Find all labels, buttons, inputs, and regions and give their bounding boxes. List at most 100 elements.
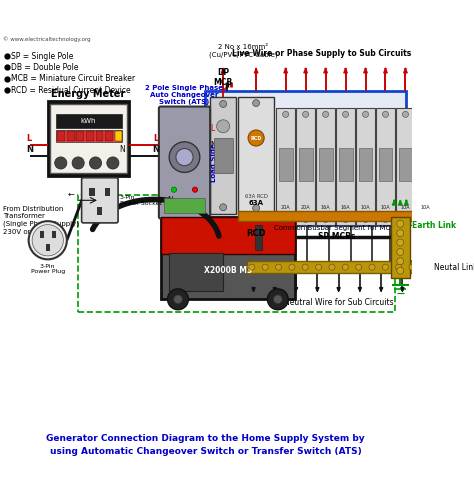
Circle shape: [369, 264, 375, 270]
Text: X2000B M3: X2000B M3: [204, 266, 252, 275]
Bar: [399, 148, 412, 181]
Text: RCD: RCD: [250, 136, 262, 141]
Circle shape: [262, 264, 268, 270]
Bar: [90, 188, 95, 196]
Text: Neutal Link: Neutal Link: [434, 263, 474, 272]
Circle shape: [283, 111, 289, 117]
Bar: [97, 207, 102, 215]
Bar: [161, 217, 295, 299]
Bar: [338, 148, 353, 181]
Circle shape: [249, 264, 255, 270]
Text: 2 Pole Single Phase
Auto Changeover
Switch (ATS): 2 Pole Single Phase Auto Changeover Swit…: [146, 85, 224, 105]
Circle shape: [402, 111, 409, 117]
Text: 63A RCD: 63A RCD: [245, 193, 267, 199]
Circle shape: [172, 187, 177, 192]
Circle shape: [107, 157, 119, 169]
Bar: [210, 97, 236, 214]
Circle shape: [169, 142, 200, 172]
Text: kWh: kWh: [81, 118, 96, 124]
Circle shape: [397, 267, 404, 274]
Text: 16A: 16A: [341, 205, 350, 210]
Text: 10A: 10A: [381, 205, 390, 210]
Circle shape: [343, 111, 348, 117]
Text: ←: ←: [68, 189, 75, 199]
Circle shape: [329, 264, 335, 270]
FancyBboxPatch shape: [159, 106, 210, 219]
Circle shape: [253, 99, 260, 106]
Circle shape: [356, 264, 362, 270]
Circle shape: [302, 216, 309, 223]
Text: 3-Pin
Power Plug: 3-Pin Power Plug: [31, 264, 65, 274]
Text: N: N: [26, 145, 33, 154]
Circle shape: [322, 216, 328, 223]
Circle shape: [397, 220, 404, 227]
Bar: [205, 91, 406, 226]
Circle shape: [302, 111, 309, 117]
Circle shape: [316, 264, 322, 270]
Circle shape: [275, 264, 282, 270]
Bar: [57, 131, 65, 141]
Circle shape: [173, 295, 182, 304]
Bar: [419, 148, 432, 181]
Circle shape: [28, 221, 67, 259]
Bar: [76, 131, 84, 141]
Bar: [379, 148, 392, 181]
Bar: [356, 108, 375, 226]
Text: Live Wire or Phase Supply to Sub Circuits: Live Wire or Phase Supply to Sub Circuit…: [232, 49, 411, 58]
Circle shape: [192, 187, 198, 192]
Bar: [52, 231, 56, 238]
Text: 10A: 10A: [401, 205, 410, 210]
Bar: [78, 195, 395, 312]
Bar: [164, 198, 205, 213]
FancyBboxPatch shape: [82, 178, 118, 223]
Text: N: N: [168, 196, 173, 205]
Circle shape: [383, 216, 389, 223]
Text: L: L: [168, 219, 172, 228]
Bar: [336, 108, 355, 226]
Text: 20A: 20A: [281, 205, 291, 210]
Text: Generator Connection Diagram to the Home Supply System by
using Automatic Change: Generator Connection Diagram to the Home…: [46, 434, 365, 456]
Text: L: L: [210, 124, 214, 133]
Circle shape: [402, 216, 409, 223]
Circle shape: [342, 264, 348, 270]
Bar: [391, 217, 410, 278]
Circle shape: [397, 239, 404, 246]
Circle shape: [289, 264, 295, 270]
Circle shape: [396, 264, 402, 270]
Text: © www.electricaltechnology.org: © www.electricaltechnology.org: [3, 36, 91, 42]
Text: Common Busbar Segment for MCBs: Common Busbar Segment for MCBs: [274, 225, 399, 231]
Text: Neutral Wire for Sub Circuits: Neutral Wire for Sub Circuits: [284, 298, 393, 307]
Circle shape: [72, 157, 84, 169]
Circle shape: [267, 289, 288, 310]
Text: L: L: [221, 124, 225, 133]
Text: 3-Pin
Power Socket: 3-Pin Power Socket: [120, 195, 162, 206]
Text: N: N: [210, 141, 216, 150]
Text: 10A: 10A: [420, 205, 430, 210]
Circle shape: [363, 111, 369, 117]
Circle shape: [383, 111, 389, 117]
Circle shape: [283, 216, 289, 223]
Bar: [316, 108, 335, 226]
Circle shape: [383, 264, 388, 270]
Bar: [46, 244, 50, 250]
Circle shape: [253, 205, 260, 212]
Circle shape: [422, 216, 428, 223]
Bar: [161, 217, 295, 254]
Bar: [376, 108, 395, 226]
Text: MCB = Miniature Circuit Breaker: MCB = Miniature Circuit Breaker: [11, 74, 136, 83]
Text: L: L: [26, 134, 31, 143]
Circle shape: [409, 264, 415, 270]
Circle shape: [90, 157, 101, 169]
Text: RCD = Residual Current Device: RCD = Residual Current Device: [11, 85, 131, 94]
Bar: [246, 261, 431, 273]
Circle shape: [422, 264, 428, 270]
Text: L: L: [154, 134, 159, 143]
Circle shape: [422, 111, 428, 117]
Bar: [48, 101, 129, 176]
Bar: [115, 131, 122, 141]
Bar: [39, 231, 44, 238]
Text: 16A: 16A: [321, 205, 330, 210]
Text: 63A: 63A: [249, 199, 264, 206]
Text: 20A: 20A: [301, 205, 310, 210]
Text: Earth Link: Earth Link: [411, 221, 456, 230]
